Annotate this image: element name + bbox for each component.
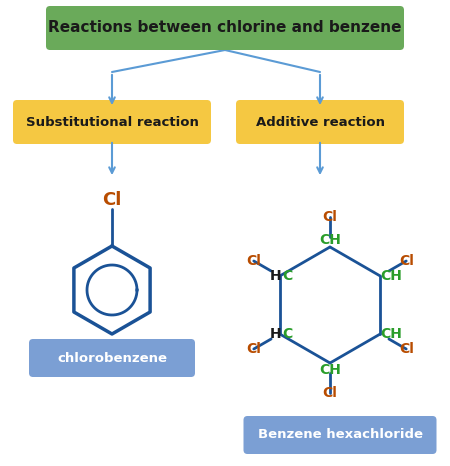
- Text: H: H: [270, 269, 282, 283]
- FancyBboxPatch shape: [13, 100, 211, 144]
- Text: Cl: Cl: [323, 210, 338, 224]
- Text: H: H: [270, 327, 282, 341]
- Text: Reactions between chlorine and benzene: Reactions between chlorine and benzene: [48, 21, 402, 35]
- Text: Cl: Cl: [323, 386, 338, 400]
- FancyBboxPatch shape: [46, 6, 404, 50]
- Text: Cl: Cl: [399, 254, 414, 268]
- Text: Substitutional reaction: Substitutional reaction: [26, 116, 198, 129]
- FancyBboxPatch shape: [29, 339, 195, 377]
- Text: CH: CH: [380, 269, 402, 283]
- Text: Cl: Cl: [102, 191, 122, 209]
- Text: C: C: [282, 327, 292, 341]
- Text: Additive reaction: Additive reaction: [256, 116, 384, 129]
- FancyBboxPatch shape: [236, 100, 404, 144]
- Text: CH: CH: [319, 363, 341, 377]
- Text: CH: CH: [319, 233, 341, 247]
- Text: Cl: Cl: [246, 254, 261, 268]
- Text: C: C: [282, 269, 292, 283]
- FancyBboxPatch shape: [243, 416, 436, 454]
- Text: Benzene hexachloride: Benzene hexachloride: [257, 429, 423, 441]
- Text: Cl: Cl: [246, 342, 261, 356]
- Text: chlorobenzene: chlorobenzene: [57, 351, 167, 364]
- Text: Cl: Cl: [399, 342, 414, 356]
- Text: CH: CH: [380, 327, 402, 341]
